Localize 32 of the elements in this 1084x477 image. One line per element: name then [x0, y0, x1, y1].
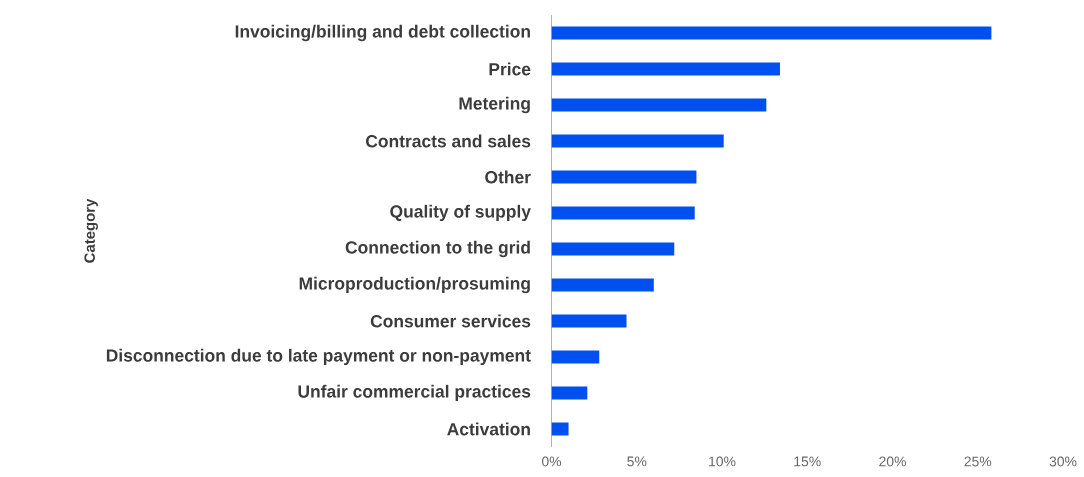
bar [551, 242, 675, 256]
bar [551, 62, 780, 76]
bar [551, 386, 588, 400]
y-tick-label: Metering [459, 96, 530, 114]
y-tick-label: Quality of supply [390, 204, 531, 222]
y-tick-label: Unfair commercial practices [298, 384, 531, 402]
y-tick-label: Connection to the grid [345, 240, 530, 258]
bar [551, 170, 697, 184]
bar [551, 134, 724, 148]
x-tick-label: 30% [1049, 456, 1077, 467]
y-tick-label: Activation [447, 422, 530, 436]
x-tick-label: 25% [964, 456, 992, 467]
bar [551, 98, 767, 112]
x-tick-label: 5% [627, 456, 647, 467]
x-tick-label: 20% [879, 456, 906, 467]
x-tick-label: 15% [794, 456, 821, 467]
bar [551, 350, 600, 364]
x-tick-label: 0% [541, 456, 562, 467]
bar [551, 314, 627, 328]
y-tick-label: Other [485, 170, 531, 184]
y-tick-label: Contracts and sales [366, 134, 531, 148]
bar [551, 206, 695, 220]
y-axis-title: Category [84, 198, 98, 263]
bar [551, 26, 992, 40]
y-tick-label: Disconnection due to late payment or non-payment [106, 348, 531, 366]
y-tick-label: Consumer services [370, 314, 531, 328]
y-tick-label: Price [489, 62, 531, 76]
x-tick-label: 10% [709, 456, 736, 467]
bar [551, 422, 569, 436]
bar [551, 278, 654, 292]
y-tick-label: Microproduction/prosuming [299, 276, 530, 294]
y-tick-label: Invoicing/billing and debt collection [235, 24, 530, 42]
